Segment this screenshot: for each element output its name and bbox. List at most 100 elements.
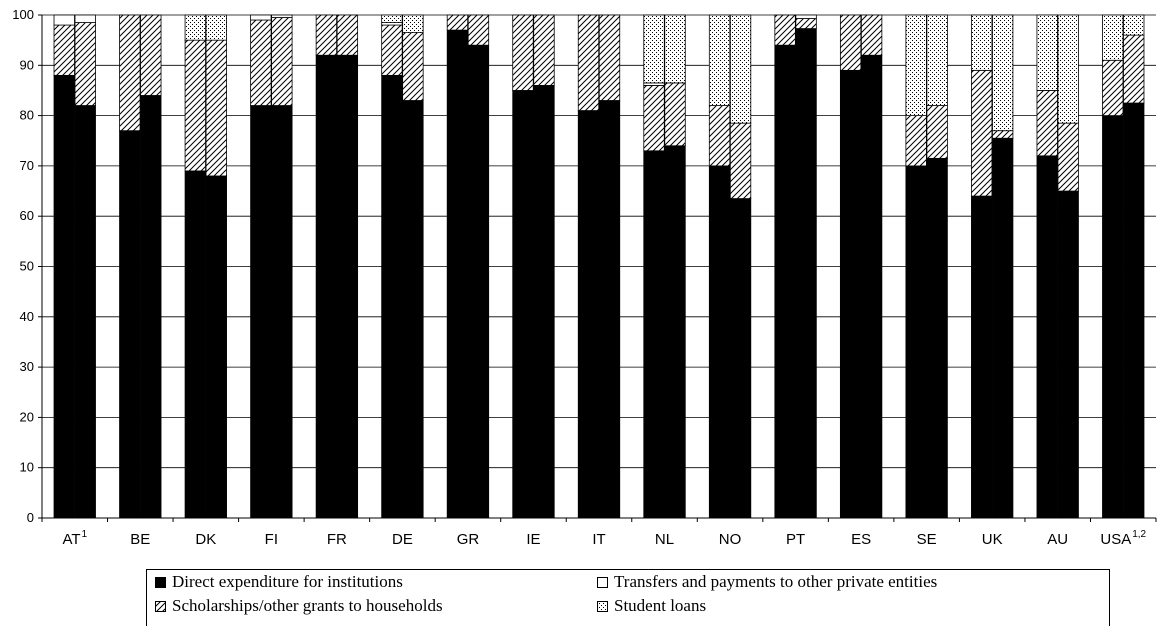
bar-segment (336, 54, 359, 519)
bar-segment (271, 17, 293, 106)
x-tick-label: SE (917, 531, 937, 548)
legend-swatch-hatch (155, 600, 166, 612)
x-tick-label: NL (655, 531, 674, 548)
bar-segment (467, 44, 490, 519)
bar-segment (1123, 102, 1145, 519)
bar-segment (577, 14, 600, 111)
x-tick-label: IT (592, 531, 605, 548)
y-tick-labels: 0 10 20 30 40 50 60 70 80 90 100 (12, 7, 34, 525)
bar-segment (577, 110, 600, 519)
bar-segment (926, 105, 948, 159)
y-tick-label: 0 (27, 510, 34, 525)
bar-segment (664, 145, 686, 519)
legend-label: Student loans (614, 596, 707, 615)
bar-segment (1057, 190, 1079, 519)
bar-segment (774, 14, 796, 46)
bar-segment (74, 14, 96, 23)
bar-segment (992, 14, 1014, 132)
x-tick-label: FR (327, 531, 347, 548)
bar-segment (643, 85, 665, 152)
x-tick-label: AU (1047, 531, 1068, 548)
x-tick-superscript: 1,2 (1132, 529, 1146, 540)
bar-segment (512, 14, 534, 91)
x-tick-label: DK (195, 531, 216, 548)
bar-segment (446, 29, 469, 519)
bar-segment (467, 14, 490, 46)
bar-segment (205, 14, 227, 41)
bar-segment (1036, 14, 1058, 91)
x-tick-label: PT (786, 531, 805, 548)
legend-label: Direct expenditure for institutions (172, 572, 403, 591)
legend-swatch-dots (597, 600, 608, 612)
bar-segment (992, 130, 1014, 139)
y-tick-label: 100 (12, 7, 34, 22)
bar-segment (1102, 14, 1124, 61)
bar-segment (1057, 14, 1079, 124)
bar-segment (1123, 14, 1145, 36)
bar-segment (839, 14, 862, 71)
y-tick-label: 10 (20, 460, 34, 475)
legend-label: Scholarships/other grants to households (172, 596, 443, 615)
bar-segment (598, 100, 621, 519)
bar-segment (53, 24, 75, 76)
bar-segment (250, 19, 272, 106)
bar-segment (119, 130, 141, 519)
y-tick-label: 40 (20, 309, 34, 324)
bar-segment (402, 32, 424, 101)
x-tick-label: USA1,2 (1100, 529, 1146, 548)
legend-item-transfers: Transfers and payments to other private … (597, 572, 937, 592)
bar-segment (774, 44, 796, 519)
bar-segment (664, 82, 686, 147)
bar-segment (708, 105, 731, 167)
bar-segment (140, 95, 162, 519)
bar-segment (381, 14, 403, 23)
bar-segment (402, 14, 424, 34)
bar-segment (53, 14, 75, 26)
x-tick-label: IE (526, 531, 540, 548)
bar-segment (729, 14, 752, 124)
legend-item-direct-expenditure: Direct expenditure for institutions (155, 572, 403, 592)
bar-segment (402, 100, 424, 519)
bar-segment (992, 137, 1014, 519)
bar-segment (971, 14, 993, 71)
legend-swatch-solid (155, 576, 166, 588)
bar-segment (381, 74, 403, 519)
y-tick-label: 20 (20, 409, 34, 424)
bars (53, 14, 1145, 519)
bar-segment (926, 157, 948, 519)
x-tick-labels: AT1 BE DK FI FR DE GR IE IT NL NO PT ES SE UK AU USA1,2 (62, 529, 1146, 548)
bar-segment (250, 14, 272, 21)
bar-segment (140, 14, 162, 96)
bar-segment (119, 14, 141, 132)
bar-segment (184, 170, 206, 519)
bar-segment (926, 14, 948, 106)
bar-segment (512, 90, 534, 519)
bar-segment (74, 22, 96, 106)
bar-segment (708, 14, 731, 106)
bar-segment (336, 14, 359, 56)
bar-segment (729, 122, 752, 199)
bar-segment (839, 69, 862, 519)
bar-segment (315, 14, 338, 56)
bar-segment (184, 14, 206, 41)
legend-swatch-white (597, 576, 608, 588)
bar-segment (315, 54, 338, 519)
bar-segment (1102, 115, 1124, 519)
bar-segment (643, 150, 665, 519)
bar-segment (271, 14, 293, 18)
bar-segment (1036, 90, 1058, 157)
bar-segment (1123, 34, 1145, 104)
bar-segment (53, 74, 75, 519)
bar-segment (533, 85, 555, 519)
bar-segment (74, 105, 96, 519)
y-tick-label: 80 (20, 108, 34, 123)
x-tick-label: DE (392, 531, 413, 548)
bar-segment (381, 24, 403, 76)
x-tick-label: NO (719, 531, 742, 548)
bar-segment (971, 69, 993, 197)
legend-label: Transfers and payments to other private … (614, 572, 938, 591)
bar-segment (664, 14, 686, 84)
bar-segment (795, 28, 817, 519)
bar-segment (795, 18, 817, 29)
